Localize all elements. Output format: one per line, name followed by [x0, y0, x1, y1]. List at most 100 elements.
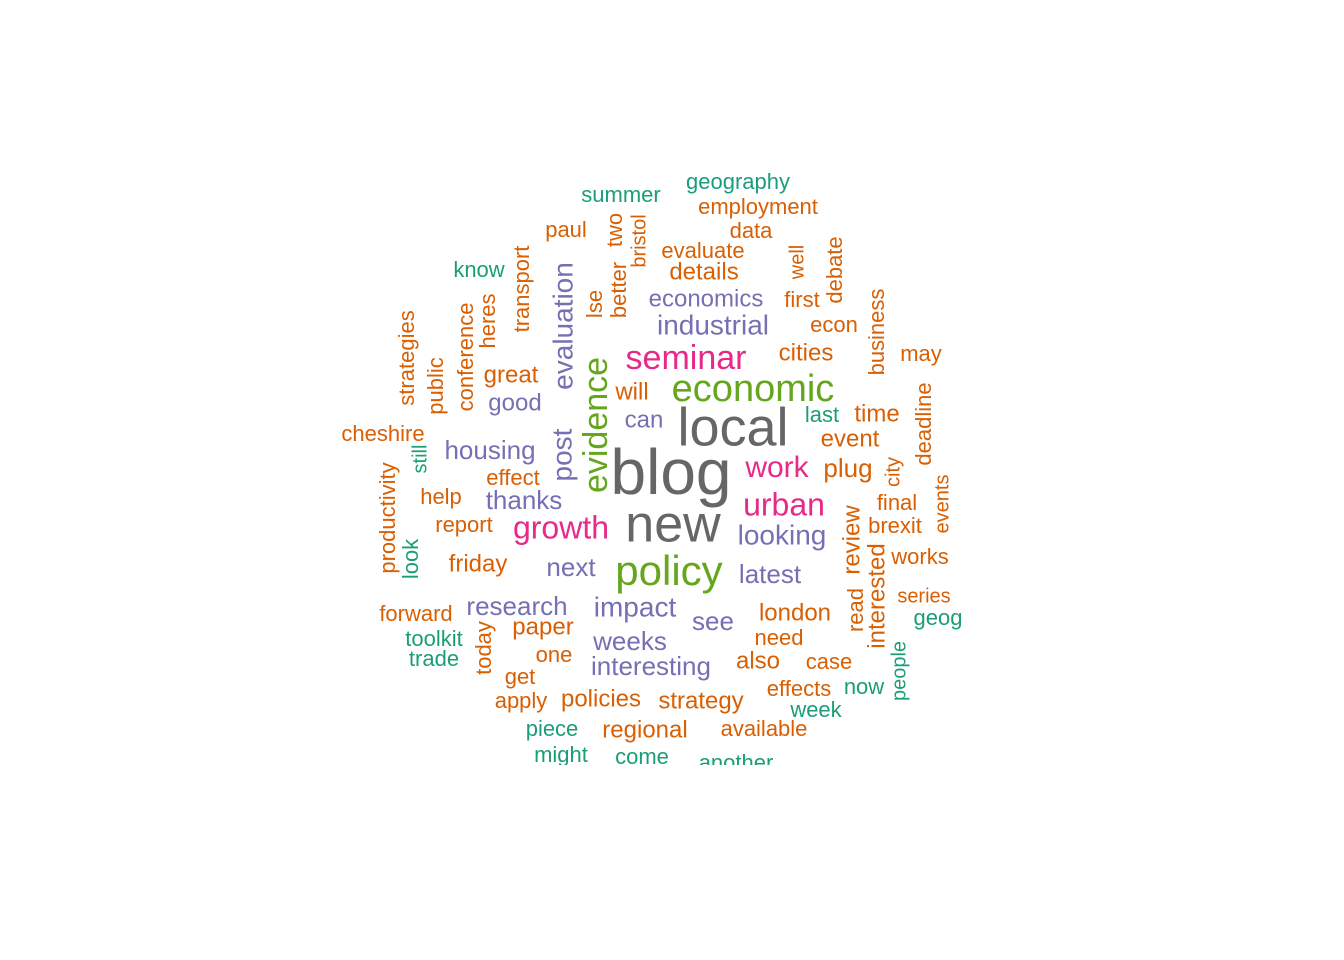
- word-evaluation: evaluation: [547, 262, 578, 390]
- word-two: two: [602, 213, 627, 247]
- word-debate: debate: [822, 236, 847, 303]
- word-regional: regional: [602, 716, 687, 743]
- word-housing: housing: [444, 435, 535, 465]
- word-will: will: [614, 378, 648, 405]
- word-brexit: brexit: [868, 513, 922, 538]
- word-heres: heres: [475, 293, 500, 348]
- word-series: series: [897, 585, 950, 607]
- word-conference: conference: [453, 303, 478, 412]
- word-events: events: [931, 475, 953, 534]
- word-now: now: [844, 674, 884, 699]
- word-come: come: [615, 744, 669, 769]
- word-available: available: [721, 716, 808, 741]
- word-strategies: strategies: [394, 310, 419, 405]
- word-another: another: [699, 750, 774, 775]
- word-research: research: [466, 591, 567, 621]
- word-geog: geog: [914, 605, 963, 630]
- word-work: work: [744, 451, 809, 484]
- word-see: see: [692, 606, 734, 636]
- word-bristol: bristol: [628, 214, 650, 267]
- word-better: better: [606, 262, 631, 318]
- word-good: good: [488, 389, 541, 416]
- word-effects: effects: [767, 676, 831, 701]
- word-looking: looking: [738, 519, 827, 550]
- word-policy: policy: [615, 547, 722, 594]
- word-weeks: weeks: [592, 626, 667, 656]
- word-data: data: [730, 218, 774, 243]
- word-impact: impact: [594, 591, 677, 622]
- word-paper: paper: [512, 613, 573, 640]
- word-thanks: thanks: [486, 485, 563, 515]
- word-london: london: [759, 599, 831, 626]
- word-report: report: [435, 512, 492, 537]
- word-forward: forward: [379, 601, 452, 626]
- word-evaluate: evaluate: [661, 238, 744, 263]
- word-growth: growth: [513, 509, 609, 545]
- word-know: know: [453, 257, 504, 282]
- word-final: final: [877, 490, 917, 515]
- word-still: still: [409, 445, 431, 474]
- word-interesting: interesting: [591, 651, 711, 681]
- word-works: works: [890, 544, 948, 569]
- word-first: first: [784, 287, 819, 312]
- word-employment: employment: [698, 194, 818, 219]
- word-industrial: industrial: [657, 309, 769, 340]
- word-interested: interested: [863, 543, 890, 648]
- word-look: look: [398, 538, 423, 579]
- word-post: post: [546, 428, 577, 481]
- word-also: also: [736, 647, 780, 674]
- word-summer: summer: [581, 182, 660, 207]
- word-plug: plug: [823, 453, 872, 483]
- word-details: details: [669, 258, 738, 285]
- word-business: business: [864, 289, 889, 376]
- word-seminar: seminar: [626, 339, 747, 377]
- word-paul: paul: [545, 217, 587, 242]
- word-can: can: [625, 406, 664, 433]
- word-today: today: [471, 621, 496, 675]
- word-might: might: [534, 742, 588, 767]
- word-effect: effect: [486, 465, 539, 490]
- word-get: get: [505, 664, 536, 689]
- word-policies: policies: [561, 685, 641, 712]
- word-read: read: [843, 588, 868, 632]
- word-next: next: [546, 552, 596, 582]
- word-evidence: evidence: [577, 357, 615, 493]
- word-geography: geography: [686, 169, 790, 194]
- word-one: one: [536, 642, 573, 667]
- word-strategy: strategy: [658, 687, 743, 714]
- word-help: help: [420, 484, 462, 509]
- word-cheshire: cheshire: [341, 421, 424, 446]
- word-week: week: [789, 697, 842, 722]
- word-piece: piece: [526, 716, 579, 741]
- word-economic: economic: [672, 368, 835, 410]
- word-need: need: [755, 625, 804, 650]
- word-friday: friday: [449, 550, 508, 577]
- word-econ: econ: [810, 312, 858, 337]
- word-trade: trade: [409, 646, 459, 671]
- word-case: case: [806, 649, 852, 674]
- word-review: review: [838, 505, 865, 575]
- word-time: time: [854, 400, 899, 427]
- word-new: new: [625, 496, 721, 554]
- word-local: local: [677, 397, 788, 457]
- word-great: great: [484, 361, 539, 388]
- word-deadline: deadline: [911, 382, 936, 465]
- word-latest: latest: [739, 559, 802, 589]
- word-may: may: [900, 341, 942, 366]
- word-cities: cities: [779, 339, 834, 366]
- word-last: last: [805, 402, 839, 427]
- word-lse: lse: [582, 290, 607, 318]
- word-people: people: [888, 641, 910, 701]
- word-economics: economics: [649, 285, 764, 312]
- word-urban: urban: [743, 486, 825, 522]
- word-city: city: [882, 457, 904, 487]
- word-productivity: productivity: [375, 462, 400, 573]
- word-apply: apply: [495, 688, 548, 713]
- word-blog: blog: [611, 436, 732, 508]
- word-public: public: [423, 357, 448, 414]
- word-toolkit: toolkit: [405, 626, 462, 651]
- word-event: event: [821, 425, 880, 452]
- word-transport: transport: [509, 246, 534, 333]
